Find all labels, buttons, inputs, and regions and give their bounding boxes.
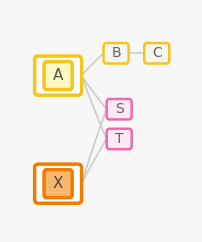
FancyBboxPatch shape — [44, 170, 72, 198]
Text: A: A — [53, 68, 63, 83]
Text: C: C — [152, 46, 162, 60]
FancyBboxPatch shape — [44, 62, 72, 90]
FancyBboxPatch shape — [35, 164, 82, 203]
FancyBboxPatch shape — [35, 56, 82, 95]
FancyBboxPatch shape — [107, 129, 132, 149]
Text: S: S — [115, 102, 124, 116]
FancyBboxPatch shape — [103, 43, 128, 63]
Text: B: B — [111, 46, 121, 60]
FancyBboxPatch shape — [144, 43, 169, 63]
Text: X: X — [53, 176, 63, 191]
FancyBboxPatch shape — [107, 99, 132, 119]
Text: T: T — [115, 132, 123, 146]
